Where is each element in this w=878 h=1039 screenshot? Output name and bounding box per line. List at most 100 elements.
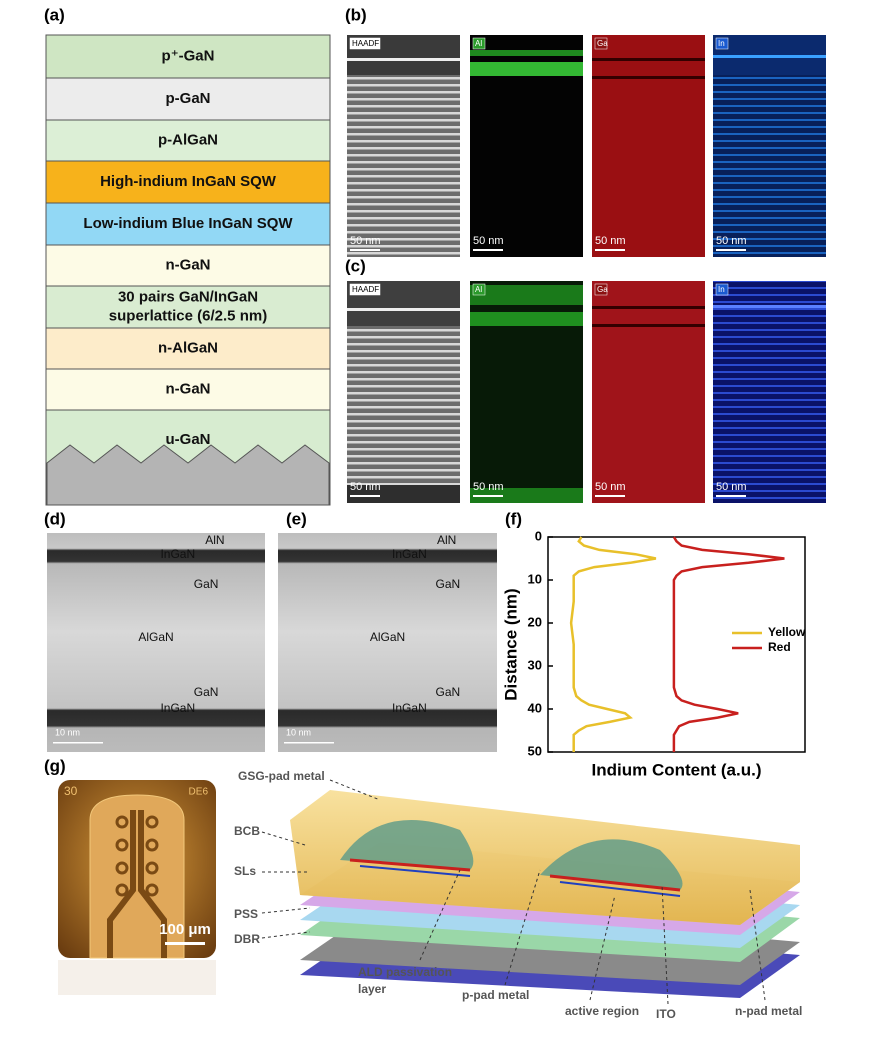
channel-label: Al <box>475 39 482 48</box>
scale-bar <box>350 495 380 497</box>
scale-bar-label: 50 nm <box>716 481 747 493</box>
tem-label: GaN <box>194 577 219 591</box>
y-tick-label: 50 <box>528 743 542 758</box>
scale-bar-label: 50 nm <box>473 481 504 493</box>
channel-label: HAADF <box>352 285 379 294</box>
tem-label: AlGaN <box>370 630 405 644</box>
eds-labels: HAADF 50 nm Al 50 nm Ga 50 nm In 50 nm HAADF 50 n… <box>349 37 747 497</box>
line <box>672 536 785 752</box>
y-tick-label: 0 <box>535 528 542 543</box>
al-band <box>470 285 583 305</box>
line <box>569 536 657 752</box>
panel-label: (g) <box>44 756 66 775</box>
channel-tag <box>349 283 381 296</box>
layer <box>45 119 331 162</box>
scale-bar <box>473 495 503 497</box>
y-tick-label: 10 <box>528 571 542 586</box>
panel-label: (d) <box>44 509 66 528</box>
tem-label: AlN <box>437 533 456 547</box>
layer-label: p-AlGaN <box>158 131 218 148</box>
scale-bar-label: 50 nm <box>595 481 626 493</box>
al-band <box>470 62 583 76</box>
tem-image <box>278 533 497 752</box>
scale-bar-label: 50 nm <box>350 481 381 493</box>
channel-tag <box>472 37 486 50</box>
mesas <box>115 815 159 897</box>
callout-label: active region <box>565 1004 639 1018</box>
callout-label: n-pad metal <box>735 1004 802 1018</box>
channel-tag <box>472 283 486 296</box>
legend-label: Red <box>768 640 791 654</box>
layer-label: superlattice (6/2.5 nm) <box>109 307 267 324</box>
channel-label: Al <box>475 285 482 294</box>
callout-label: p-pad metal <box>462 988 529 1002</box>
tem-label: AlN <box>205 533 224 547</box>
ga-band <box>592 324 705 327</box>
panel-label: (e) <box>286 509 307 528</box>
layer-label: n-AlGaN <box>158 339 218 356</box>
panel-label: (c) <box>345 256 366 275</box>
device-callouts: GSG-pad metal BCB SLs PSS DBR ALD passivation… <box>234 769 802 1021</box>
y-axis-label: Distance (nm) <box>501 588 520 700</box>
layer-label: n-GaN <box>166 256 211 273</box>
scale-bar-label: 10 nm <box>286 727 311 737</box>
layer-label: u-GaN <box>166 431 211 448</box>
x-axis-label: Indium Content (a.u.) <box>592 760 762 779</box>
al-band <box>470 50 583 56</box>
layer <box>45 160 331 204</box>
y-tick-label: 20 <box>528 614 542 629</box>
scale-bar <box>284 742 334 744</box>
layer <box>45 244 331 287</box>
layer-stack: p⁺-GaN p-GaN p-AlGaN High-indium InGaN SQW L… <box>45 34 331 506</box>
al-band <box>470 488 583 503</box>
ga-image <box>592 35 705 257</box>
channel-label: Ga <box>597 39 608 48</box>
channel-label: Ga <box>597 285 608 294</box>
callout-label: ITO <box>656 1007 676 1021</box>
tem-image <box>47 533 265 752</box>
legend-label: Yellow <box>768 625 806 639</box>
in-image <box>713 281 826 503</box>
tem-labels: AlN InGaN GaN AlGaN GaN InGaN 10 nm AlN InGaN GaN… <box>53 533 461 744</box>
ga-band <box>592 58 705 61</box>
scale-bar-label: 10 nm <box>55 727 80 737</box>
channel-tag <box>715 37 729 50</box>
channel-label: In <box>718 285 725 294</box>
haadf-band <box>347 58 460 61</box>
scale-bar <box>595 495 625 497</box>
chip-label: DE6 <box>189 787 209 798</box>
tem-label: GaN <box>436 577 461 591</box>
eds-b <box>347 35 826 257</box>
substrate <box>46 444 330 506</box>
haadf-bottom <box>347 485 460 503</box>
callout-label: PSS <box>234 907 258 921</box>
tem-label: InGaN <box>160 701 195 715</box>
layer-label: 30 pairs GaN/InGaN <box>118 288 258 305</box>
ga-band <box>592 306 705 309</box>
micrograph: 30 DE6 100 μm <box>58 780 216 995</box>
panel-label: (f) <box>505 509 522 528</box>
in-band <box>713 305 826 308</box>
callout-label: ALD passivation <box>358 965 452 979</box>
haadf-band <box>347 308 460 311</box>
tem-label: GaN <box>194 685 219 699</box>
callout-label: DBR <box>234 932 260 946</box>
tem-label: InGaN <box>392 547 427 561</box>
channel-tag <box>594 37 608 50</box>
callout-label: GSG-pad metal <box>238 769 325 783</box>
scale-bar-label: 100 μm <box>159 921 211 938</box>
scale-bar-label: 50 nm <box>473 235 504 247</box>
layer-label: High-indium InGaN SQW <box>100 173 277 190</box>
reflection <box>58 960 216 995</box>
mesa <box>340 820 474 870</box>
scale-bar-label: 50 nm <box>350 235 381 247</box>
panel-label: (a) <box>44 5 65 24</box>
active-region <box>349 858 681 892</box>
chip-label: 30 <box>64 784 78 798</box>
active-region <box>359 865 681 897</box>
layer <box>45 327 331 370</box>
ga-band <box>592 76 705 79</box>
layer-label: p⁺-GaN <box>162 47 215 64</box>
trace <box>107 810 167 958</box>
